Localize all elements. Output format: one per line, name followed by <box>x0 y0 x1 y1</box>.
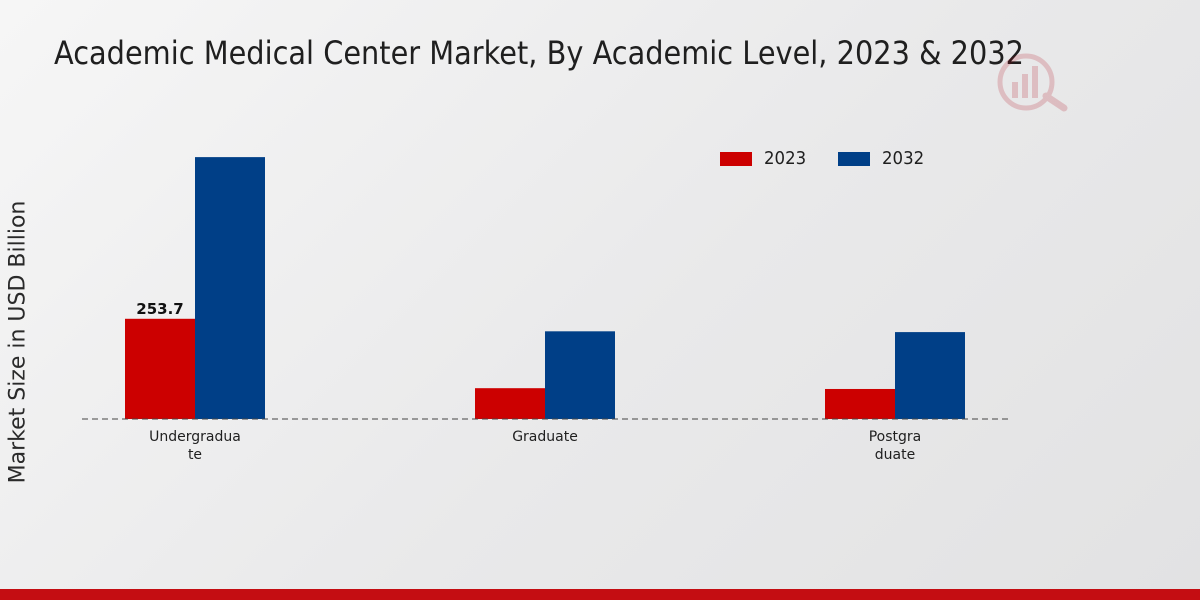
legend-swatch-2032 <box>838 151 870 166</box>
bar-2023-1 <box>475 388 545 419</box>
chart-title: Academic Medical Center Market, By Acade… <box>54 34 1024 72</box>
x-tick-label-2: Postgra duate <box>869 429 922 463</box>
legend-item-2032: 2032 <box>838 148 928 169</box>
legend-swatch-2023 <box>720 151 752 166</box>
bar-2023-2 <box>825 388 895 419</box>
x-tick-label-1: Graduate <box>512 429 578 445</box>
footer-accent-bar <box>0 589 1200 600</box>
bar-2032-2 <box>895 332 965 419</box>
x-tick-label-0: Undergradua te <box>149 429 241 463</box>
bar-2032-0 <box>195 157 265 420</box>
bar-2032-1 <box>545 331 615 419</box>
legend-item-2023: 2023 <box>720 148 810 169</box>
legend-label-2032: 2032 <box>882 148 925 169</box>
brand-logo-icon <box>997 53 1068 112</box>
bar-2023-0 <box>125 318 195 419</box>
data-label-0-0: 253.7 <box>136 300 183 318</box>
legend-label-2023: 2023 <box>764 148 807 169</box>
